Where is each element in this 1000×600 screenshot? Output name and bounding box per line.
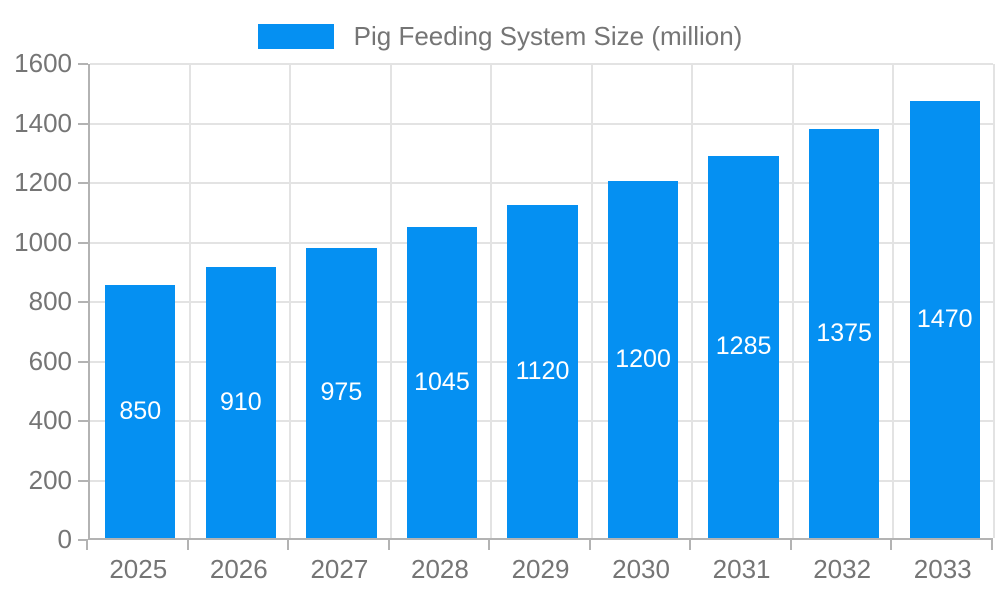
y-tick-label: 400 <box>28 404 72 435</box>
bar-value-label: 1375 <box>816 318 872 347</box>
y-tick-mark <box>78 301 88 303</box>
x-tick-label: 2030 <box>612 554 670 584</box>
x-tick-mark <box>86 540 88 550</box>
legend[interactable]: Pig Feeding System Size (million) <box>0 21 1000 52</box>
x-tick-mark <box>890 540 893 550</box>
x-tick-mark <box>387 540 390 550</box>
bar-value-label: 850 <box>119 397 162 426</box>
gridline-vertical <box>289 64 292 538</box>
y-tick-mark <box>78 420 88 422</box>
gridline-horizontal <box>90 63 993 65</box>
bar[interactable]: 1375 <box>808 128 880 538</box>
bar-value-label: 1045 <box>414 368 470 397</box>
bar-value-label: 1285 <box>715 332 772 361</box>
bar[interactable]: 910 <box>205 267 276 538</box>
y-tick-mark <box>78 182 88 184</box>
x-tick-mark <box>789 540 792 550</box>
bar[interactable]: 1470 <box>909 100 980 538</box>
bar-value-label: 1470 <box>916 304 973 333</box>
x-tick-mark <box>488 540 491 550</box>
y-tick-mark <box>78 122 88 125</box>
x-tick-mark <box>588 540 591 550</box>
gridline-vertical <box>389 64 392 538</box>
bar-value-label: 1120 <box>515 356 570 385</box>
bar-value-label: 910 <box>219 388 262 417</box>
x-tick-label: 2028 <box>411 554 469 584</box>
gridline-vertical <box>993 64 995 538</box>
y-tick-mark <box>78 63 88 65</box>
bar[interactable]: 1200 <box>607 181 679 538</box>
y-tick-mark <box>78 539 88 541</box>
gridline-vertical <box>791 64 794 538</box>
x-tick-mark <box>186 540 189 550</box>
x-tick-label: 2026 <box>209 554 268 584</box>
y-tick-label: 0 <box>57 523 72 554</box>
legend-swatch-icon <box>257 24 334 49</box>
y-tick-label: 1200 <box>14 166 72 197</box>
x-tick-label: 2025 <box>109 554 168 584</box>
x-tick-mark <box>689 540 692 550</box>
gridline-horizontal <box>90 182 993 184</box>
gridline-vertical <box>490 64 493 538</box>
x-tick-label: 2031 <box>712 554 771 584</box>
y-tick-mark <box>78 479 88 482</box>
x-tick-mark <box>287 540 290 550</box>
bar-value-label: 975 <box>320 378 363 407</box>
legend-label: Pig Feeding System Size (million) <box>353 21 743 51</box>
x-tick-label: 2032 <box>813 554 872 584</box>
gridline-vertical <box>892 64 895 538</box>
gridline-vertical <box>590 64 593 538</box>
y-tick-label: 800 <box>28 285 72 316</box>
bar[interactable]: 975 <box>306 247 377 538</box>
bar[interactable]: 1120 <box>507 204 578 538</box>
y-tick-label: 1600 <box>14 47 72 78</box>
y-tick-label: 600 <box>28 345 72 376</box>
y-tick-label: 1400 <box>14 107 72 138</box>
y-tick-mark <box>78 360 88 363</box>
y-tick-label: 1000 <box>14 226 72 257</box>
x-tick-label: 2033 <box>913 554 972 584</box>
plot-area: 850 910 975 1045 1120 1200 1285 1375 1470 <box>88 63 995 540</box>
gridline-horizontal <box>90 122 993 125</box>
bar[interactable]: 850 <box>105 285 176 538</box>
x-tick-mark <box>991 540 993 550</box>
x-tick-label: 2029 <box>511 554 570 584</box>
x-tick-label: 2027 <box>310 554 369 584</box>
gridline-vertical <box>691 64 694 538</box>
bar[interactable]: 1285 <box>708 155 779 538</box>
y-tick-mark <box>78 241 88 244</box>
bar-value-label: 1200 <box>615 345 671 373</box>
y-tick-label: 200 <box>28 464 72 495</box>
gridline-vertical <box>188 64 191 538</box>
bar[interactable]: 1045 <box>406 227 478 538</box>
